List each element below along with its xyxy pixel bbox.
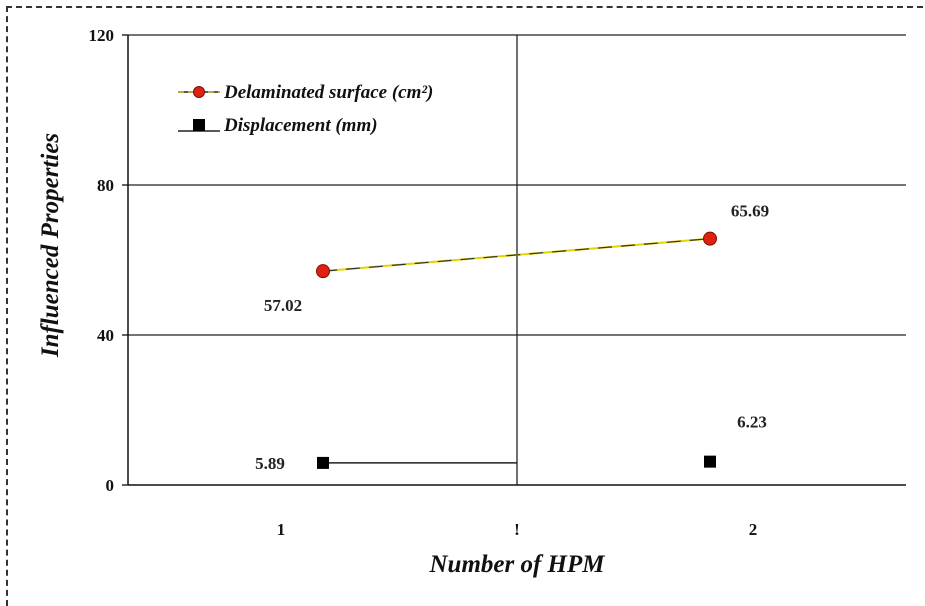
x-tick-label: 2: [749, 520, 758, 539]
x-axis-label: Number of HPM: [429, 551, 606, 578]
data-point-marker: [316, 264, 330, 279]
series-displacement: 5.89 6.23: [255, 413, 767, 473]
y-tick-label: 120: [89, 26, 115, 45]
legend-item-delaminated-surface: Delaminated surface (cm²): [178, 82, 433, 103]
legend-item-displacement: Displacement (mm): [178, 115, 378, 136]
data-label: 65.69: [731, 202, 769, 221]
data-label: 5.89: [255, 454, 285, 473]
data-label: 6.23: [737, 413, 767, 432]
y-tick-label: 80: [97, 176, 114, 195]
x-tick-label: 1: [277, 520, 286, 539]
series-layer: 57.02 65.69 5.89 6.23: [255, 202, 769, 473]
axes: [122, 34, 906, 486]
series-delaminated-surface: 57.02 65.69: [264, 202, 769, 316]
series-line-dash: [322, 238, 711, 272]
data-point-marker: [703, 231, 717, 246]
chart: 0 40 80 120 1 ! 2 Number of HPM Influenc…: [37, 26, 906, 578]
legend: Delaminated surface (cm²) Displacement (…: [178, 82, 433, 136]
data-point-marker: [704, 455, 716, 468]
y-axis-label: Influenced Properties: [37, 133, 64, 358]
legend-label: Displacement (mm): [223, 115, 378, 136]
y-tick-label: 40: [97, 326, 114, 345]
grid: [128, 34, 906, 485]
legend-label: Delaminated surface (cm²): [223, 82, 433, 103]
legend-marker: [193, 86, 205, 98]
data-point-marker: [317, 456, 329, 469]
x-tick-label: !: [514, 520, 520, 539]
plot-area: [122, 34, 906, 486]
y-tick-label: 0: [106, 476, 115, 495]
legend-marker: [193, 119, 205, 131]
legend-symbol: [178, 86, 220, 98]
x-ticks: 1 ! 2: [277, 520, 758, 539]
y-ticks: 0 40 80 120: [89, 26, 115, 495]
legend-symbol: [178, 119, 220, 132]
data-label: 57.02: [264, 296, 302, 315]
